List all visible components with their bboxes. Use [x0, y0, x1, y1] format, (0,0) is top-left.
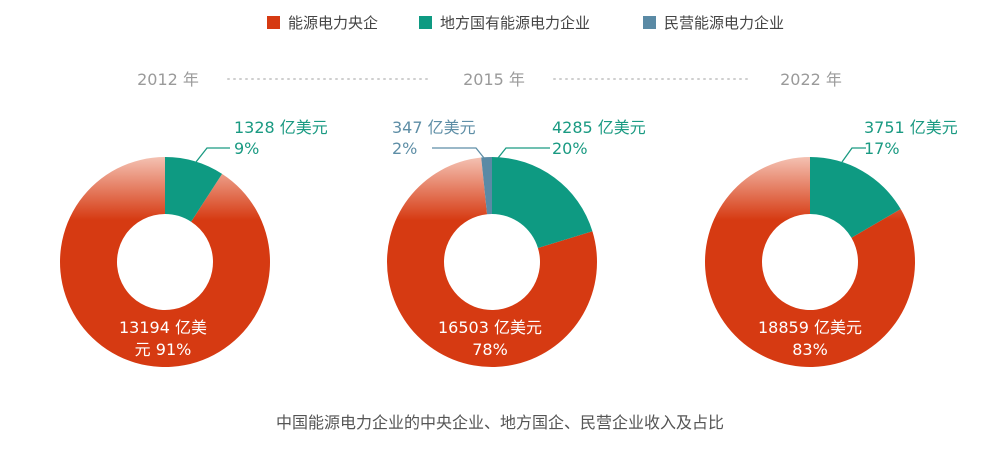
leader-line-2015-private	[432, 147, 485, 159]
amount-label-2022-local: 3751 亿美元	[864, 118, 958, 137]
legend-item-central: 能源电力央企	[267, 14, 378, 32]
percent-label-2015-private: 2%	[392, 139, 417, 158]
leader-line-2012-local	[195, 147, 230, 163]
legend-swatch-central	[267, 16, 280, 29]
amount-label-2012-local: 1328 亿美元	[234, 118, 328, 137]
percent-label-2015-central: 78%	[472, 340, 508, 359]
year-label-2012: 2012 年	[137, 70, 199, 89]
leader-line-2022-local	[841, 147, 866, 163]
legend-label-private: 民营能源电力企业	[664, 14, 784, 32]
year-label-2015: 2015 年	[463, 70, 525, 89]
slice-2015-local	[492, 157, 593, 248]
slice-2022-central	[705, 157, 916, 367]
year-label-2022: 2022 年	[780, 70, 842, 89]
legend-label-local: 地方国有能源电力企业	[440, 14, 590, 32]
slice-2022-local	[810, 157, 901, 238]
legend-swatch-private	[643, 16, 656, 29]
amount-label-2012-central: 13194 亿美	[119, 318, 207, 337]
percent-label-2015-local: 20%	[552, 139, 588, 158]
donut-2012: 1328 亿美元 9% 13194 亿美 元 91%	[60, 118, 328, 367]
year-headers: 2012 年 2015 年 2022 年	[137, 70, 842, 89]
leader-line-2015-local	[497, 147, 550, 159]
slice-2012-central	[60, 157, 271, 367]
legend-item-local: 地方国有能源电力企业	[419, 14, 590, 32]
amount-label-2015-local: 4285 亿美元	[552, 118, 646, 137]
legend: 能源电力央企 地方国有能源电力企业 民营能源电力企业	[267, 14, 784, 32]
percent-label-2012-local: 9%	[234, 139, 259, 158]
percent-label-2022-local: 17%	[864, 139, 900, 158]
legend-swatch-local	[419, 16, 432, 29]
amount-label-2015-central: 16503 亿美元	[438, 318, 542, 337]
amount-label-2022-central: 18859 亿美元	[758, 318, 862, 337]
legend-label-central: 能源电力央企	[288, 14, 378, 32]
chart-caption: 中国能源电力企业的中央企业、地方国企、民营企业收入及占比	[276, 413, 724, 432]
slice-2012-local	[165, 156, 223, 222]
percent-label-2022-central: 83%	[792, 340, 828, 359]
legend-item-private: 民营能源电力企业	[643, 14, 784, 32]
donut-2022: 3751 亿美元 17% 18859 亿美元 83%	[705, 118, 958, 367]
donut-2015: 347 亿美元 2% 4285 亿美元 20% 16503 亿美元 78%	[387, 118, 646, 368]
slice-2015-central	[387, 157, 598, 368]
slice-2015-private	[481, 157, 492, 215]
amount-label-2015-private: 347 亿美元	[392, 118, 476, 137]
percent-label-2012-central: 元 91%	[135, 340, 192, 359]
